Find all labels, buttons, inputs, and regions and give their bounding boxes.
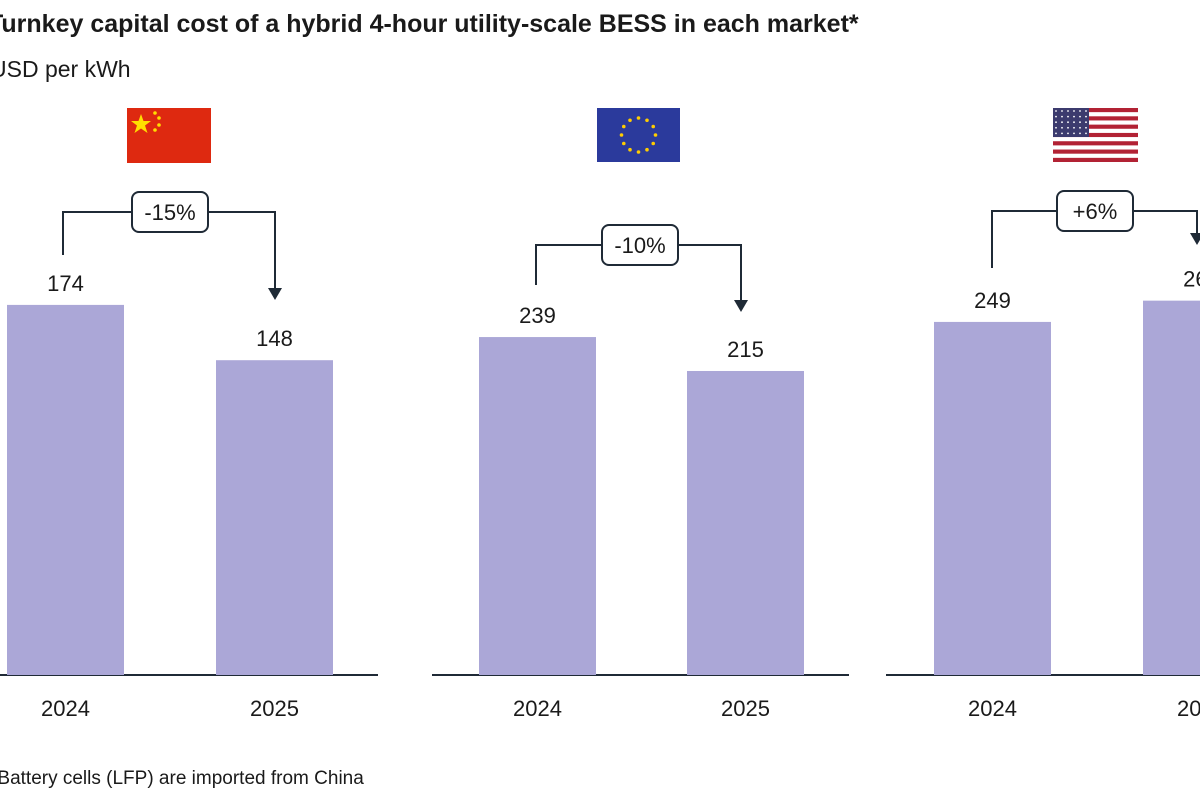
us-stripe	[1053, 153, 1138, 159]
chart-title: Turnkey capital cost of a hybrid 4-hour …	[0, 10, 859, 38]
eu-star	[621, 141, 626, 146]
x-tick-label: 2025	[721, 696, 770, 721]
us-star	[1055, 126, 1057, 129]
eu-star	[651, 124, 656, 129]
us-stripe	[1053, 116, 1138, 121]
arrow-head-icon	[268, 288, 282, 300]
change-badge	[1056, 190, 1134, 232]
us-star	[1061, 110, 1063, 112]
chart-subtitle: USD per kWh	[0, 56, 131, 82]
us-star	[1061, 132, 1063, 135]
us-star	[1085, 121, 1087, 124]
us-star	[1067, 110, 1069, 112]
us-stripe	[1053, 128, 1138, 134]
us-star	[1055, 121, 1057, 124]
us-star	[1067, 115, 1069, 118]
us-stripe	[1053, 157, 1138, 162]
us-star	[1085, 126, 1087, 129]
eu-star	[628, 147, 632, 152]
us-star	[1073, 126, 1075, 129]
us-star	[1073, 110, 1075, 112]
change-badge	[601, 224, 679, 266]
change-label: -10%	[614, 233, 665, 258]
us-stripe	[1053, 112, 1138, 117]
us-star	[1085, 115, 1087, 118]
data-label: 249	[974, 288, 1011, 313]
arrow-head-icon	[1190, 233, 1200, 245]
bar-2024	[7, 304, 124, 675]
us-stripe	[1053, 132, 1138, 138]
us-star	[1067, 121, 1069, 124]
us-star	[1085, 132, 1087, 135]
arrow-head-icon	[734, 300, 748, 312]
us-star	[1073, 121, 1075, 124]
x-tick-label: 2024	[41, 696, 90, 721]
us-star	[1079, 132, 1081, 135]
us-star	[1055, 115, 1057, 118]
us-star	[1067, 126, 1069, 129]
change-badge	[131, 191, 209, 233]
bar-2024	[934, 321, 1051, 675]
data-label: 239	[519, 303, 556, 328]
us-star	[1073, 115, 1075, 118]
us-flag-icon	[1053, 108, 1138, 162]
bar-2024	[479, 337, 596, 675]
eu-star	[619, 133, 624, 137]
eu-star	[636, 116, 641, 120]
us-star	[1055, 110, 1057, 112]
china-flag-icon	[127, 108, 211, 163]
x-tick-label: 2024	[513, 696, 562, 721]
us-stripe	[1053, 141, 1138, 146]
us-star	[1055, 132, 1057, 135]
x-tick-label: 2025	[250, 696, 299, 721]
us-star	[1067, 132, 1069, 135]
bar-2025	[687, 370, 804, 675]
us-star	[1079, 110, 1081, 112]
us-star	[1073, 132, 1075, 135]
eu-star	[645, 147, 649, 152]
change-label: +6%	[1073, 199, 1118, 224]
us-stripe	[1053, 120, 1138, 125]
us-stripe	[1053, 149, 1138, 154]
us-stripe	[1053, 145, 1138, 150]
x-tick-label: 2024	[968, 696, 1017, 721]
data-label: 264	[1183, 267, 1200, 292]
eu-star	[628, 118, 632, 123]
us-star	[1061, 126, 1063, 129]
panel-us: 249 2024 264 2025 +6%	[886, 190, 1200, 721]
us-stripe	[1053, 108, 1138, 113]
bar-2025	[1143, 300, 1200, 675]
change-label: -15%	[144, 200, 195, 225]
panel-eu: 239 2024 215 2025 -10%	[432, 224, 849, 721]
us-star	[1061, 115, 1063, 118]
us-star	[1085, 110, 1087, 112]
us-star	[1079, 121, 1081, 124]
eu-star	[651, 141, 656, 146]
us-stripe	[1053, 124, 1138, 130]
eu-star	[653, 133, 658, 137]
data-label: 215	[727, 337, 764, 362]
us-star	[1079, 115, 1081, 118]
eu-star	[621, 124, 626, 129]
eu-flag-icon	[597, 108, 680, 162]
footnote: *Battery cells (LFP) are imported from C…	[0, 768, 364, 789]
us-star	[1061, 121, 1063, 124]
panel-china: 174 2024 148 2025 -15%	[0, 191, 378, 721]
data-label: 148	[256, 326, 293, 351]
x-tick-label: 2025	[1177, 696, 1200, 721]
eu-star	[636, 150, 641, 154]
us-stripe	[1053, 137, 1138, 142]
eu-star	[645, 118, 649, 123]
bar-2025	[216, 360, 333, 675]
data-label: 174	[47, 271, 84, 296]
us-star	[1079, 126, 1081, 129]
